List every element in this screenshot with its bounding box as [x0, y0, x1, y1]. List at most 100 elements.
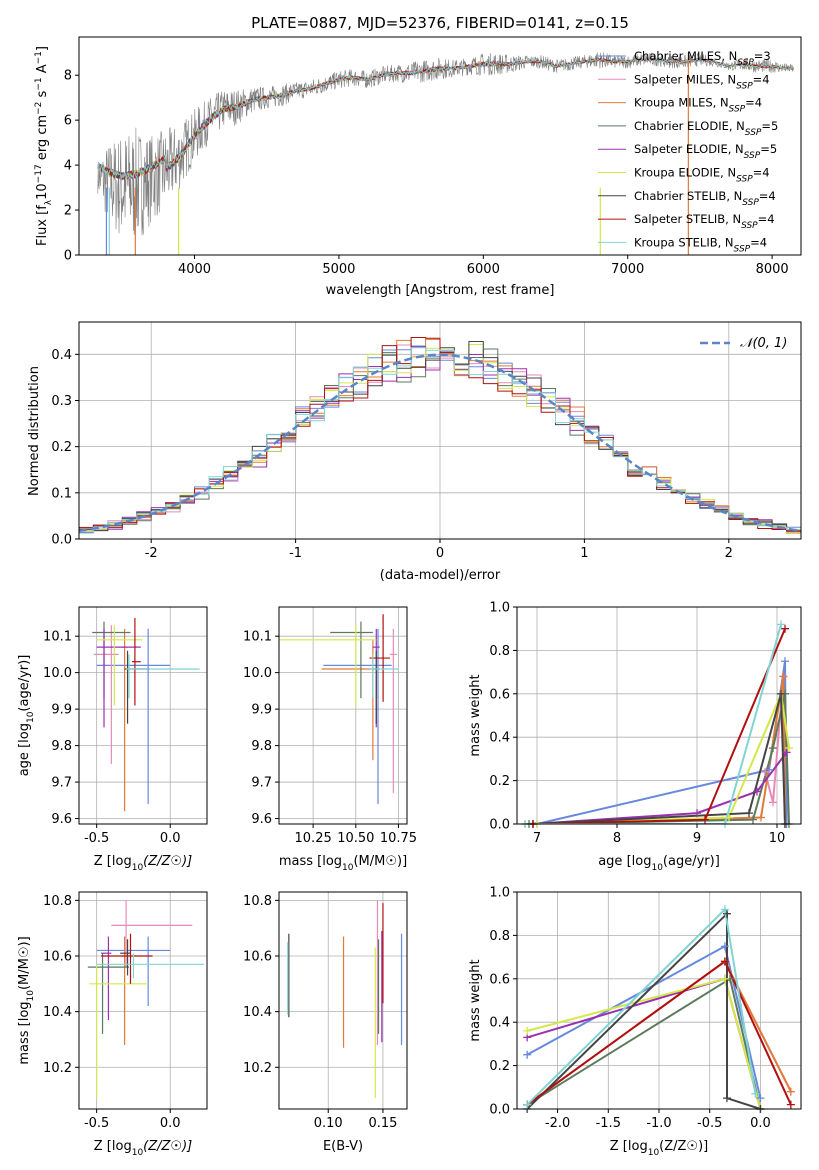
- label-part: (Z/Z☉)]: [143, 1139, 192, 1154]
- label-part: log: [112, 1139, 132, 1154]
- y-tick-label: 0.0: [489, 818, 510, 833]
- y-tick-label: 10.4: [43, 1005, 72, 1020]
- y-tick-label: 10.6: [43, 949, 72, 964]
- y-tick-label: 0.0: [489, 1103, 510, 1118]
- label-part: 10: [648, 1148, 660, 1158]
- weight-marker-kroupa_stelib: [720, 905, 729, 914]
- residuals-y-label: Normed distribution: [27, 366, 42, 496]
- weight-marker-kroupa_miles: [757, 813, 765, 822]
- weight-line-salpeter_elodie: [526, 977, 762, 1109]
- weight-marker-kroupa_stelib: [751, 1089, 760, 1098]
- y-tick-label: 10.4: [243, 1005, 272, 1020]
- label-part: log: [17, 1001, 32, 1021]
- label-part: (Z/Z☉)]: [659, 1139, 708, 1154]
- label-part: Kroupa STELIB, N: [634, 235, 734, 249]
- label-part: log: [17, 723, 32, 743]
- age_vs_Z-y-label: age [log10(age/yr)]: [17, 655, 36, 777]
- age_vs_mass-plot-area: [279, 614, 399, 804]
- x-tick-label: 10.50: [337, 831, 374, 846]
- weight-marker-salpeter_elodie: [753, 787, 761, 796]
- y-tick-label: 10.2: [243, 1061, 272, 1076]
- label-part: Flux [f: [35, 205, 50, 246]
- label-part: Chabrier STELIB, N: [634, 189, 742, 203]
- label-part: 10: [342, 863, 354, 873]
- mass_vs_ebv-panel: 0.10 0.15 10.2 10.4 10.6 10.8 E(B-V): [243, 891, 408, 1154]
- y-tick-label: 9.9: [51, 703, 72, 718]
- y-tick-label: 0.1: [51, 486, 72, 501]
- y-tick-label: 9.7: [51, 776, 72, 791]
- normal-curve-line: [79, 353, 801, 533]
- weight-marker-salpeter_elodie: [693, 809, 701, 818]
- weight-line-chabrier_elodie: [526, 977, 762, 1109]
- label-part: (age/yr)]: [17, 655, 32, 712]
- label-part: Kroupa ELODIE, N: [634, 166, 736, 180]
- y-tick-label: 10.8: [43, 894, 72, 909]
- label-part: λ: [44, 199, 54, 205]
- x-tick-label: 8: [613, 831, 621, 846]
- weight-marker-chabrier_stelib: [745, 809, 753, 818]
- y-tick-label: 9.8: [51, 739, 72, 754]
- weight_vs_Z-panel: -2.0 -1.5 -1.0 -0.5 0.0 0.0 0.2 0.4 0.6 0.8 1.0 Z […: [468, 886, 802, 1158]
- label-part: =4: [753, 72, 770, 86]
- weight-marker-chabrier_elodie: [749, 815, 757, 824]
- x-tick-label: 6000: [467, 262, 500, 277]
- y-tick-label: 10.1: [243, 630, 272, 645]
- weight-marker-kroupa_stelib: [777, 620, 785, 629]
- weight_vs_Z-y-label: mass weight: [468, 959, 483, 1041]
- label-part: Salpeter ELODIE, N: [634, 142, 744, 156]
- label-part: 10: [35, 183, 50, 200]
- label-part: SSP: [729, 105, 746, 115]
- age_vs_mass-frame: [278, 606, 408, 825]
- y-tick-label: 9.6: [251, 812, 272, 827]
- mass_vs_Z-x-label: Z [log10(Z/Z☉)]: [94, 1139, 192, 1158]
- weight-marker-salpeter_stelib: [786, 1100, 795, 1109]
- age_vs_mass-x-label: mass [log10(M/M☉)]: [279, 854, 407, 873]
- y-tick-label: 0.3: [51, 394, 72, 409]
- y-tick-label: 0.0: [51, 533, 72, 548]
- y-tick-label: 9.7: [251, 776, 272, 791]
- label-part: log: [628, 1139, 648, 1154]
- label-part: (age/yr)]: [663, 854, 720, 869]
- label-part: ]: [35, 46, 50, 51]
- plots-layer: 4000 5000 6000 7000 8000 0 2 4 6 8 wavelength [Ang…: [17, 36, 802, 1158]
- y-tick-label: 0.8: [489, 929, 510, 944]
- spectrum-y-label: Flux [fλ10−17 erg cm−2 s−1 A−1]: [34, 46, 54, 246]
- label-part: SSP: [745, 128, 762, 138]
- label-part: log: [632, 854, 652, 869]
- legend-label-kroupa_elodie: Kroupa ELODIE, NSSP=4: [634, 166, 770, 185]
- label-part: s: [35, 90, 50, 101]
- label-part: −1: [34, 77, 44, 90]
- label-part: age [: [17, 743, 32, 776]
- x-tick-label: -1.5: [596, 1116, 621, 1131]
- label-part: 10: [132, 863, 144, 873]
- legend-label-chabrier_elodie: Chabrier ELODIE, NSSP=5: [634, 119, 778, 138]
- y-tick-label: 10.2: [43, 1061, 72, 1076]
- label-part: A: [35, 64, 50, 77]
- age_vs_Z-x-label: Z [log10(Z/Z☉)]: [94, 854, 192, 873]
- mass_vs_Z-frame: [78, 891, 208, 1110]
- x-tick-label: 7000: [611, 262, 644, 277]
- weight-marker-salpeter_elodie: [782, 748, 791, 757]
- age_vs_mass-panel: 10.25 10.50 10.75 9.6 9.7 9.8 9.9 10.0 10.1 mass …: [243, 606, 417, 873]
- y-tick-label: 1.0: [489, 601, 510, 616]
- x-tick-label: -2: [145, 546, 158, 561]
- legend-label-chabrier_stelib: Chabrier STELIB, NSSP=4: [634, 189, 776, 208]
- label-part: (M/M☉)]: [353, 854, 407, 869]
- y-tick-label: 8: [64, 69, 72, 84]
- label-part: =3: [754, 49, 771, 63]
- label-part: mass [: [17, 1021, 32, 1064]
- label-part: log: [322, 854, 342, 869]
- x-tick-label: 5000: [322, 262, 355, 277]
- x-tick-label: 7: [533, 831, 541, 846]
- label-part: −1: [34, 51, 44, 64]
- y-tick-label: 0.4: [51, 348, 72, 363]
- x-tick-label: -0.5: [84, 1116, 109, 1131]
- label-part: Kroupa MILES, N: [634, 96, 729, 110]
- y-tick-label: 0: [64, 249, 72, 264]
- label-part: Chabrier ELODIE, N: [634, 119, 745, 133]
- weight-marker-kroupa_miles: [779, 672, 788, 681]
- label-part: E(B-V): [323, 1139, 363, 1154]
- x-tick-label: 2: [725, 546, 733, 561]
